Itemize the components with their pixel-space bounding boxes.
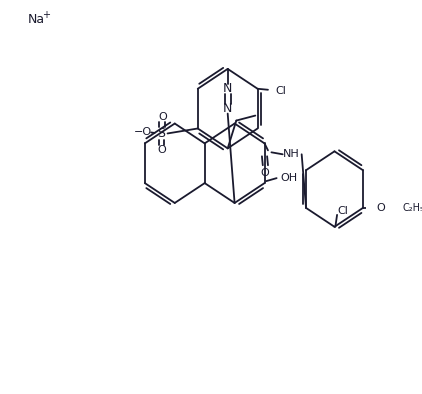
Text: O: O — [260, 168, 269, 178]
Text: Na: Na — [27, 13, 44, 26]
Text: Cl: Cl — [275, 86, 286, 96]
Text: C₂H₅: C₂H₅ — [403, 203, 422, 213]
Text: Cl: Cl — [337, 206, 348, 216]
Text: O: O — [377, 203, 385, 213]
Text: N: N — [223, 102, 233, 115]
Text: N: N — [223, 82, 233, 95]
Text: O: O — [159, 112, 168, 122]
Text: OH: OH — [280, 173, 297, 183]
Text: O: O — [157, 145, 166, 155]
Text: −O: −O — [133, 127, 151, 138]
Text: NH: NH — [283, 149, 300, 159]
Text: +: + — [42, 10, 50, 20]
Text: S: S — [157, 127, 165, 140]
